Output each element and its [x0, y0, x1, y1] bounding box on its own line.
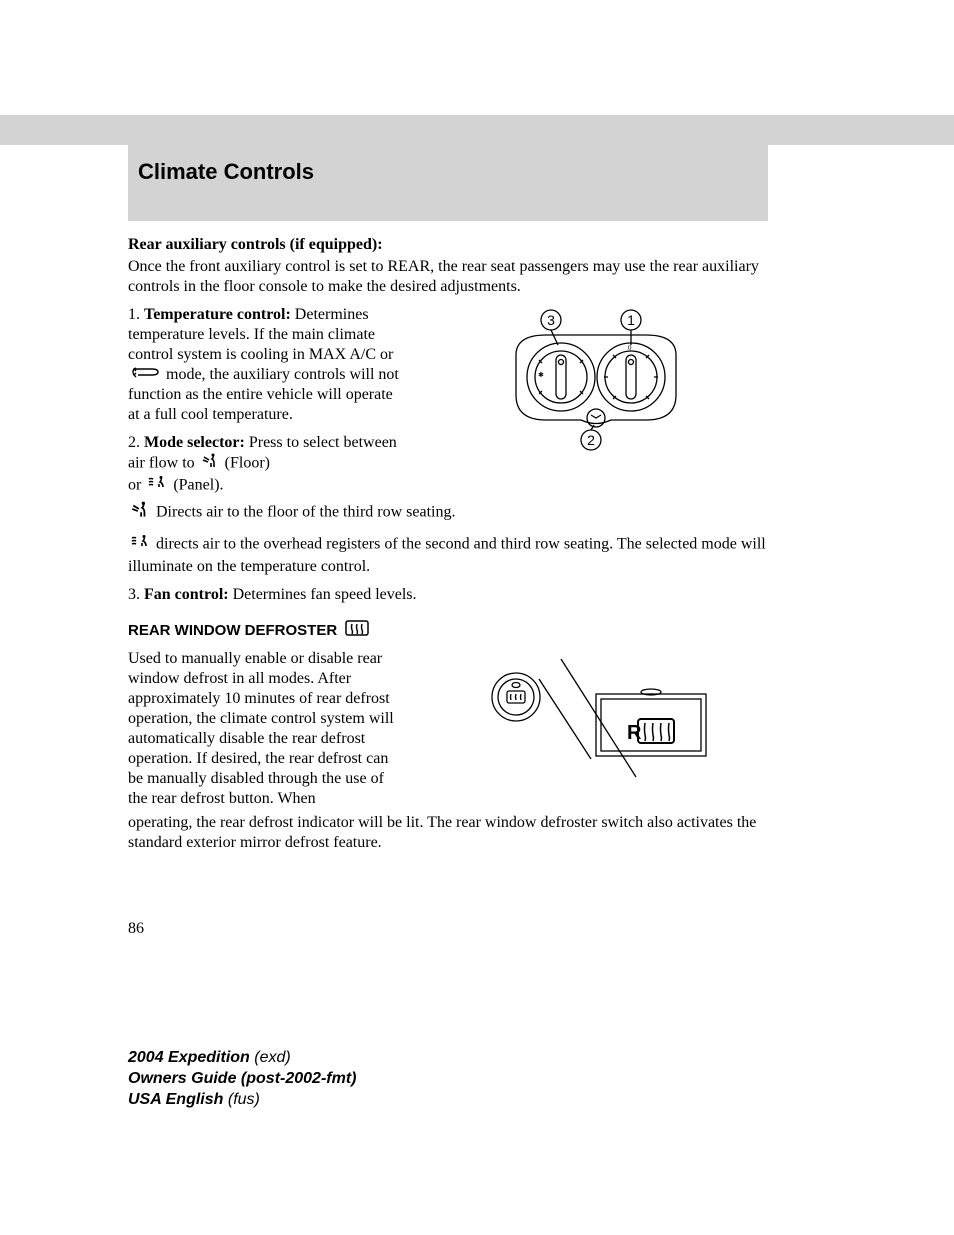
item3-number: 3.	[128, 586, 144, 603]
svg-text:0: 0	[628, 344, 632, 352]
section-title: Climate Controls	[138, 159, 758, 185]
item2-label: Mode selector:	[144, 434, 245, 451]
item3-label: Fan control:	[144, 586, 229, 603]
footer-model-code: (exd)	[254, 1049, 290, 1066]
defrost-diagram: R	[424, 649, 768, 789]
panel-icon-2	[130, 533, 150, 557]
floor-desc: Directs air to the floor of the third ro…	[128, 501, 768, 525]
section-title-bar: Climate Controls	[128, 145, 768, 221]
header-gray-band	[0, 115, 954, 145]
callout-1: 1	[627, 312, 635, 328]
item2-or: or	[128, 477, 145, 494]
aux-controls-diagram: ✱ 0	[424, 305, 768, 455]
floor-icon	[201, 453, 219, 475]
defroster-subheading-text: REAR WINDOW DEFROSTER	[128, 622, 337, 641]
defrost-text-a: Used to manually enable or disable rear …	[128, 649, 406, 809]
recirculate-icon	[130, 365, 160, 385]
body: Rear auxiliary controls (if equipped): O…	[128, 235, 768, 853]
footer: 2004 Expedition (exd) Owners Guide (post…	[128, 1048, 356, 1110]
floor-icon-2	[130, 501, 150, 525]
item3: 3. Fan control: Determines fan speed lev…	[128, 585, 768, 605]
panel-line-text: directs air to the overhead registers of…	[128, 536, 766, 575]
page-number: 86	[128, 920, 144, 938]
intro-paragraph: Once the front auxiliary control is set …	[128, 257, 768, 297]
callout-3: 3	[547, 312, 555, 328]
defrost-row: Used to manually enable or disable rear …	[128, 649, 768, 809]
svg-text:✱: ✱	[538, 371, 544, 379]
defrost-icon	[345, 619, 369, 643]
footer-lang-code: (fus)	[228, 1091, 260, 1108]
page-content: Climate Controls Rear auxiliary controls…	[128, 145, 768, 861]
rear-aux-heading: Rear auxiliary controls (if equipped):	[128, 235, 768, 255]
callout-2: 2	[587, 432, 595, 448]
item1-number: 1.	[128, 306, 144, 323]
footer-guide: Owners Guide (post-2002-fmt)	[128, 1069, 356, 1090]
footer-line-1: 2004 Expedition (exd)	[128, 1048, 356, 1069]
item1-text: 1. Temperature control: Determines tempe…	[128, 305, 406, 497]
item2-panel: (Panel).	[169, 477, 223, 494]
footer-line-3: USA English (fus)	[128, 1090, 356, 1111]
defrost-button-label: R	[627, 722, 642, 744]
footer-model: 2004 Expedition	[128, 1049, 254, 1066]
item2-number: 2.	[128, 434, 144, 451]
floor-line-text: Directs air to the floor of the third ro…	[152, 504, 455, 521]
item1-body-b: mode, the auxiliary controls will not fu…	[128, 366, 399, 423]
footer-lang: USA English	[128, 1091, 228, 1108]
panel-icon	[147, 475, 167, 497]
item2-floor: (Floor)	[221, 455, 270, 472]
item1-label: Temperature control:	[144, 306, 291, 323]
item1-row: 1. Temperature control: Determines tempe…	[128, 305, 768, 497]
item3-body: Determines fan speed levels.	[229, 586, 417, 603]
defrost-text-b: operating, the rear defrost indicator wi…	[128, 813, 768, 853]
panel-desc: directs air to the overhead registers of…	[128, 533, 768, 577]
defroster-subheading: REAR WINDOW DEFROSTER	[128, 619, 768, 643]
